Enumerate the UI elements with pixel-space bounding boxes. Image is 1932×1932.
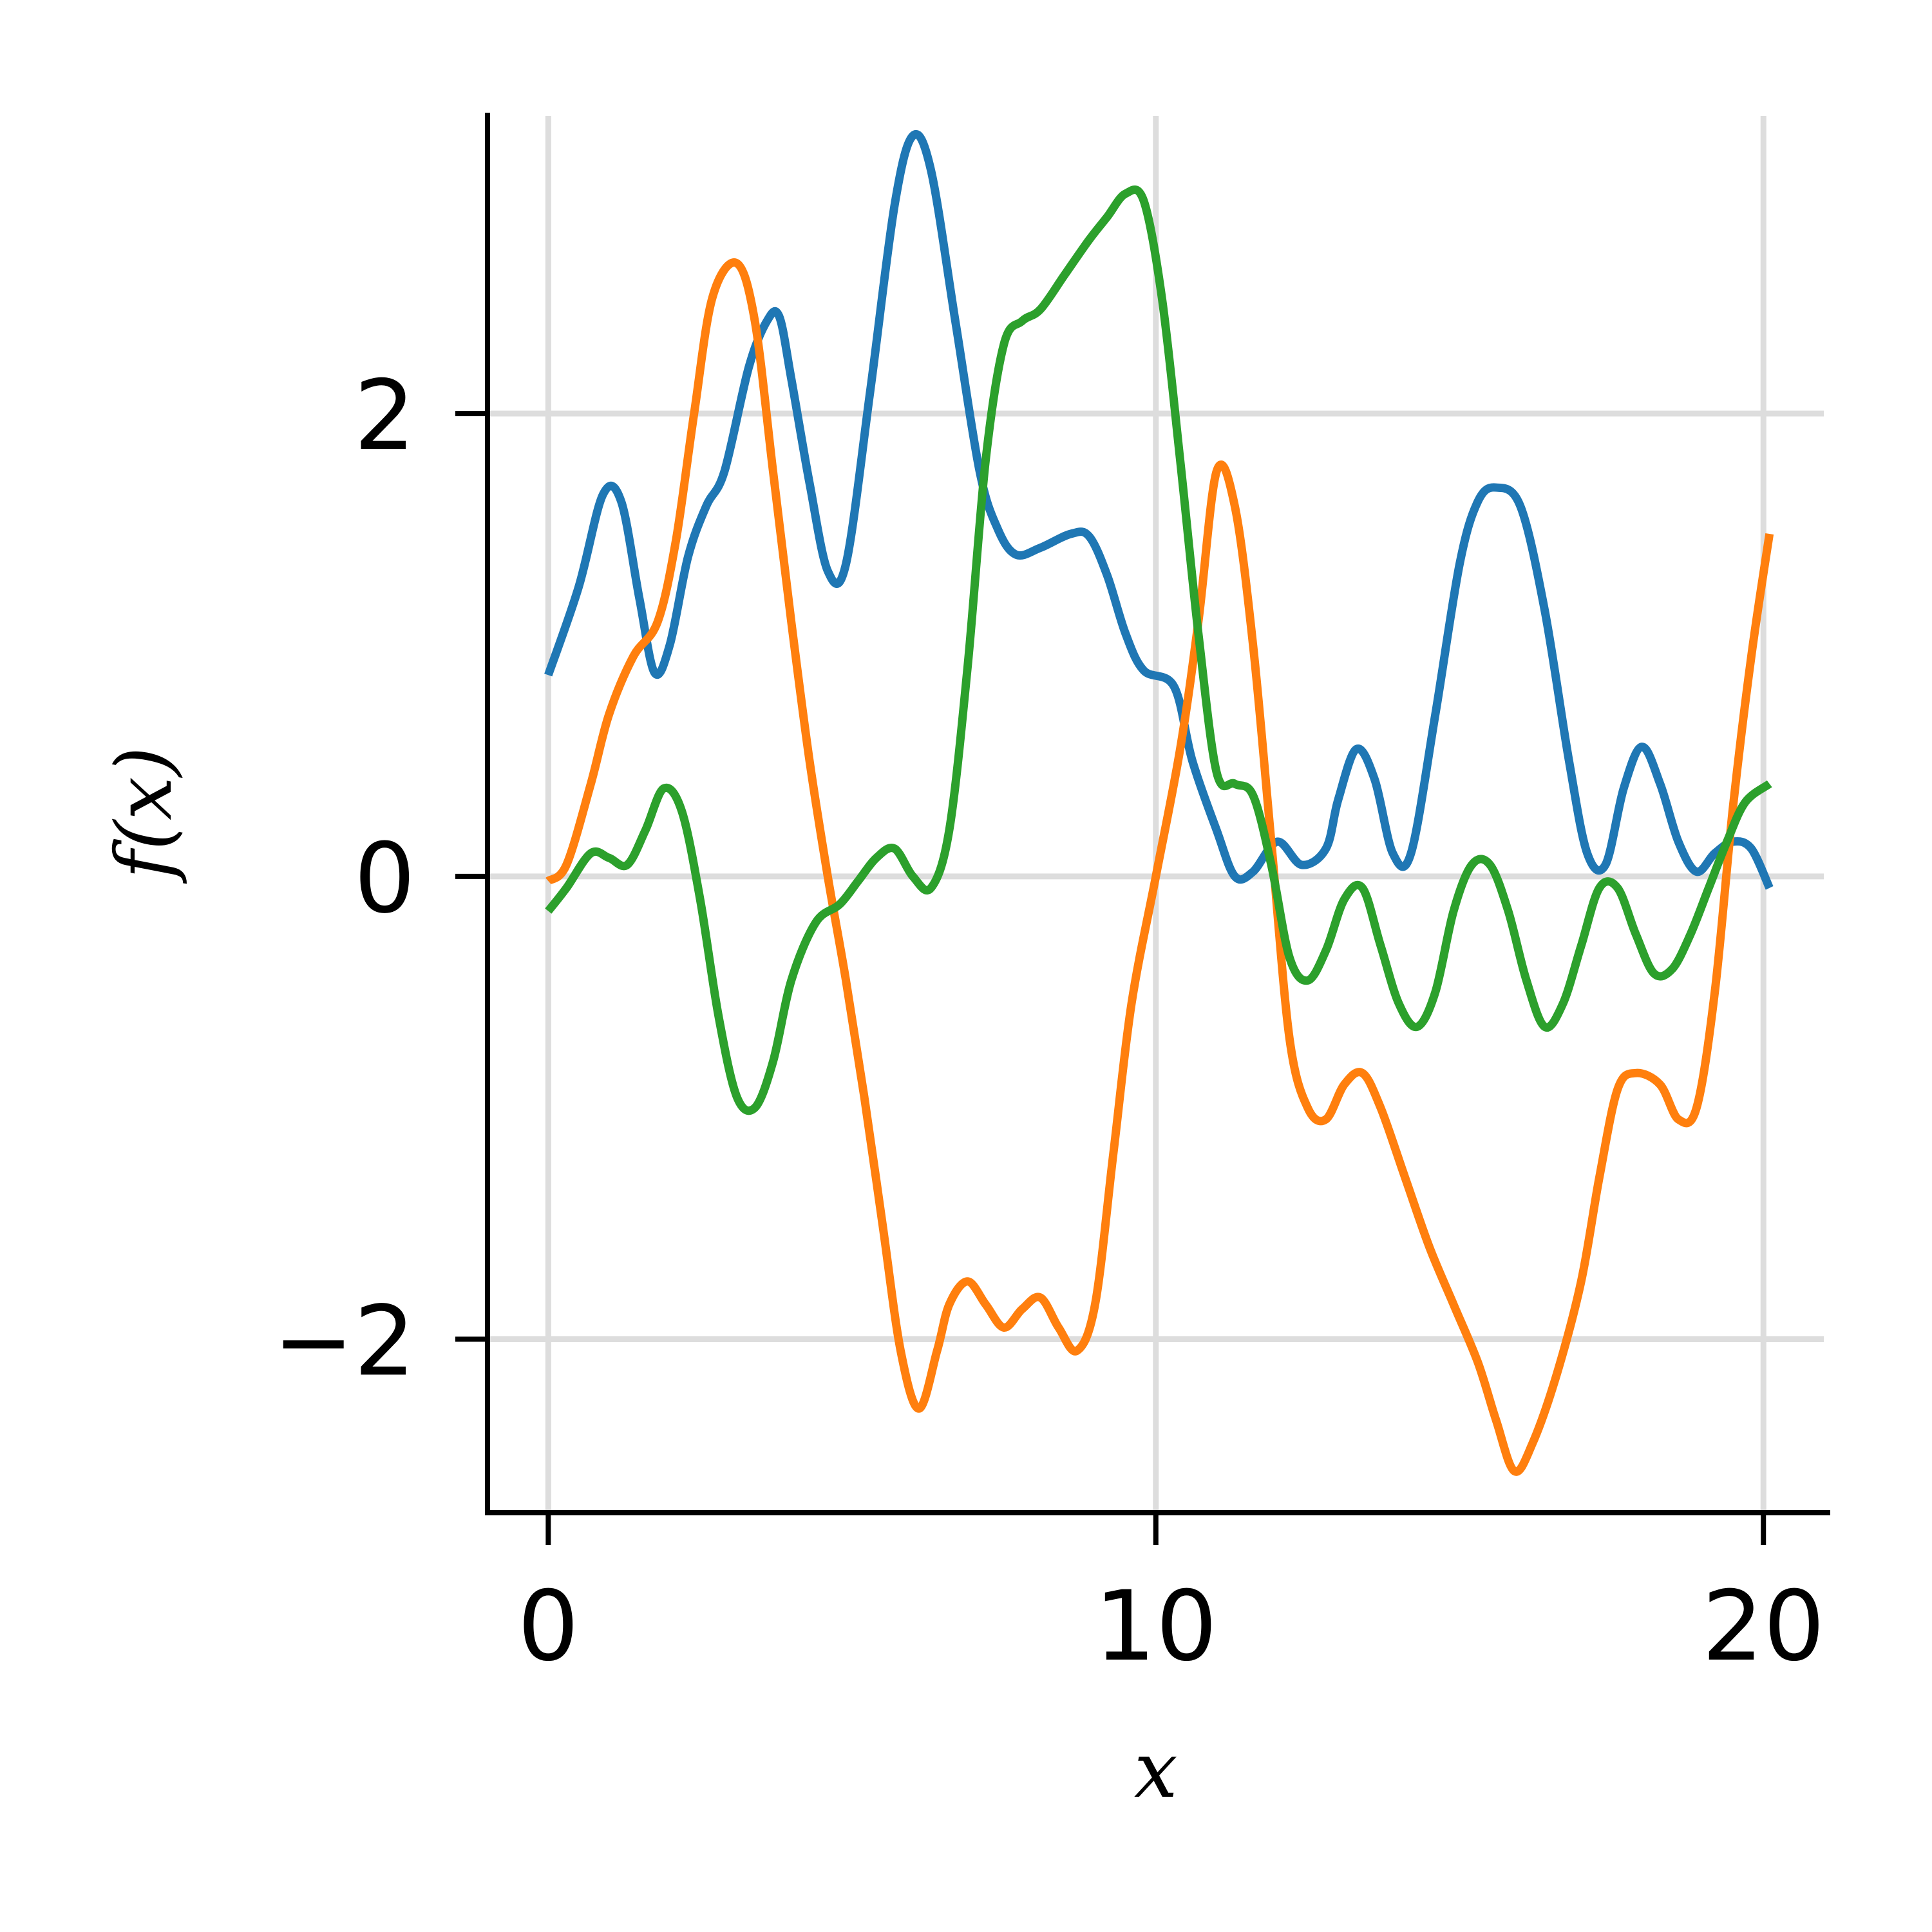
x-axis-label: x (1134, 1726, 1178, 1815)
y-tick-label-0: −2 (273, 1285, 415, 1397)
grid-lines (488, 116, 1824, 1513)
x-tick-label-1: 10 (1094, 1571, 1217, 1683)
y-tick-label-1: 0 (354, 823, 415, 935)
series-line-0 (544, 130, 1774, 890)
y-tick-label-2: 2 (354, 360, 415, 472)
series-line-2 (545, 185, 1772, 1115)
y-axis-label: f(x) (100, 746, 189, 884)
series-lines (544, 130, 1774, 1476)
series-line-1 (545, 258, 1774, 1476)
x-tick-label-2: 20 (1702, 1571, 1825, 1683)
x-tick-label-0: 0 (518, 1571, 579, 1683)
ticks: 0 10 20 −2 0 2 (273, 360, 1825, 1683)
